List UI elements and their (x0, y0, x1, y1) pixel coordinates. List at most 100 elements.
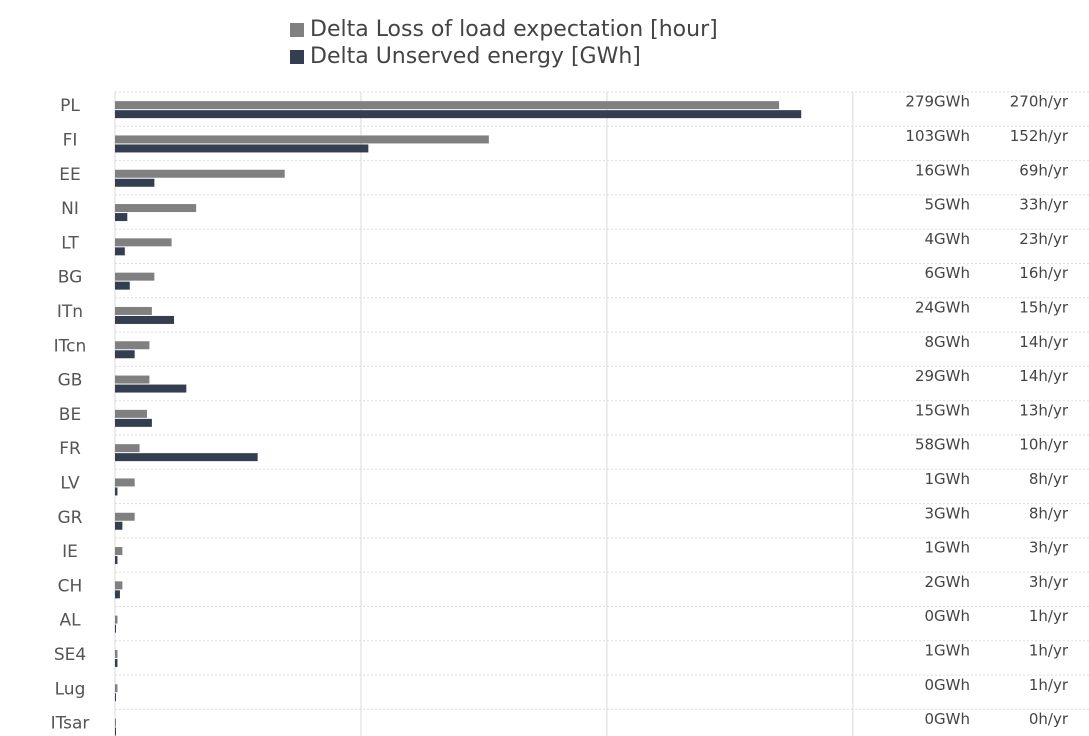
value-label: 29GWh (915, 367, 970, 385)
value-label: 0h/yr (1029, 710, 1069, 728)
y-tick-label: Lug (55, 679, 86, 699)
value-label: 14h/yr (1019, 367, 1069, 385)
bar (115, 178, 155, 187)
value-label: 152h/yr (1010, 127, 1069, 145)
bar (115, 521, 123, 530)
legend-swatch (290, 23, 304, 37)
y-tick-label: EE (59, 165, 80, 185)
legend-label: Delta Unserved energy [GWh] (310, 44, 641, 69)
bar (115, 556, 118, 565)
value-label: 0GWh (924, 710, 970, 728)
bar (115, 350, 135, 359)
bar (115, 590, 120, 599)
bar (115, 409, 147, 418)
value-label: 1GWh (924, 539, 970, 557)
bar (115, 384, 187, 393)
y-tick-label: GR (58, 508, 83, 528)
y-tick-label: LT (61, 233, 79, 253)
value-label: 4GWh (924, 230, 970, 248)
y-tick-label: PL (60, 96, 80, 116)
bar (115, 581, 123, 590)
value-label: 279GWh (905, 93, 970, 111)
bar (115, 658, 118, 667)
y-tick-label: GB (58, 371, 83, 391)
bar (115, 204, 197, 213)
bar (115, 169, 285, 178)
value-label: 6GWh (924, 264, 970, 282)
bar (115, 693, 116, 702)
bar (115, 281, 130, 290)
bar (115, 418, 152, 427)
value-label: 2GWh (924, 573, 970, 591)
value-label: 0GWh (924, 607, 970, 625)
bar (115, 512, 135, 521)
y-tick-label: CH (58, 576, 83, 596)
value-label: 5GWh (924, 196, 970, 214)
bar (115, 718, 116, 727)
bar (115, 101, 780, 110)
value-label: 13h/yr (1019, 401, 1069, 419)
y-tick-label: SE4 (54, 645, 86, 665)
value-label: 1h/yr (1029, 607, 1069, 625)
bar (115, 272, 155, 281)
bar (115, 375, 150, 384)
value-label: 3GWh (924, 504, 970, 522)
value-label: 10h/yr (1019, 436, 1069, 454)
bar (115, 238, 172, 247)
bar (115, 615, 118, 624)
value-label: 3h/yr (1029, 573, 1069, 591)
bar (115, 315, 175, 324)
value-label: 24GWh (915, 298, 970, 316)
value-label: 16GWh (915, 161, 970, 179)
bar (115, 624, 116, 633)
y-tick-label: LV (60, 473, 80, 493)
value-label: 3h/yr (1029, 539, 1069, 557)
legend-label: Delta Loss of load expectation [hour] (310, 17, 718, 42)
value-label: 16h/yr (1019, 264, 1069, 282)
bar (115, 135, 489, 144)
value-label: 15h/yr (1019, 298, 1069, 316)
bar (115, 684, 118, 693)
bar (115, 478, 135, 487)
value-label: 15GWh (915, 401, 970, 419)
value-label: 1GWh (924, 470, 970, 488)
y-tick-label: ITsar (51, 714, 90, 734)
y-tick-label: ITn (57, 302, 83, 322)
bar (115, 453, 258, 462)
y-tick-label: BE (59, 405, 81, 425)
value-label: 8GWh (924, 333, 970, 351)
bar (115, 110, 802, 119)
value-label: 270h/yr (1010, 93, 1069, 111)
value-label: 1GWh (924, 641, 970, 659)
value-label: 0GWh (924, 676, 970, 694)
y-tick-label: NI (61, 199, 79, 219)
value-label: 14h/yr (1019, 333, 1069, 351)
bar (115, 547, 123, 556)
bar (115, 649, 118, 658)
bar (115, 306, 152, 315)
bar (115, 341, 150, 350)
value-label: 58GWh (915, 436, 970, 454)
y-tick-label: IE (62, 542, 78, 562)
value-label: 103GWh (905, 127, 970, 145)
bar (115, 213, 128, 222)
value-label: 1h/yr (1029, 676, 1069, 694)
bar (115, 727, 116, 736)
value-label: 23h/yr (1019, 230, 1069, 248)
legend-swatch (290, 50, 304, 64)
y-tick-label: FR (59, 439, 81, 459)
y-tick-label: AL (59, 611, 81, 631)
bar (115, 247, 125, 256)
value-label: 69h/yr (1019, 161, 1069, 179)
bar (115, 444, 140, 453)
value-label: 33h/yr (1019, 196, 1069, 214)
y-tick-label: BG (58, 268, 83, 288)
bar (115, 144, 369, 153)
value-label: 1h/yr (1029, 641, 1069, 659)
bar (115, 487, 118, 496)
value-label: 8h/yr (1029, 470, 1069, 488)
y-tick-label: FI (63, 130, 78, 150)
value-label: 8h/yr (1029, 504, 1069, 522)
y-tick-label: ITcn (54, 336, 87, 356)
